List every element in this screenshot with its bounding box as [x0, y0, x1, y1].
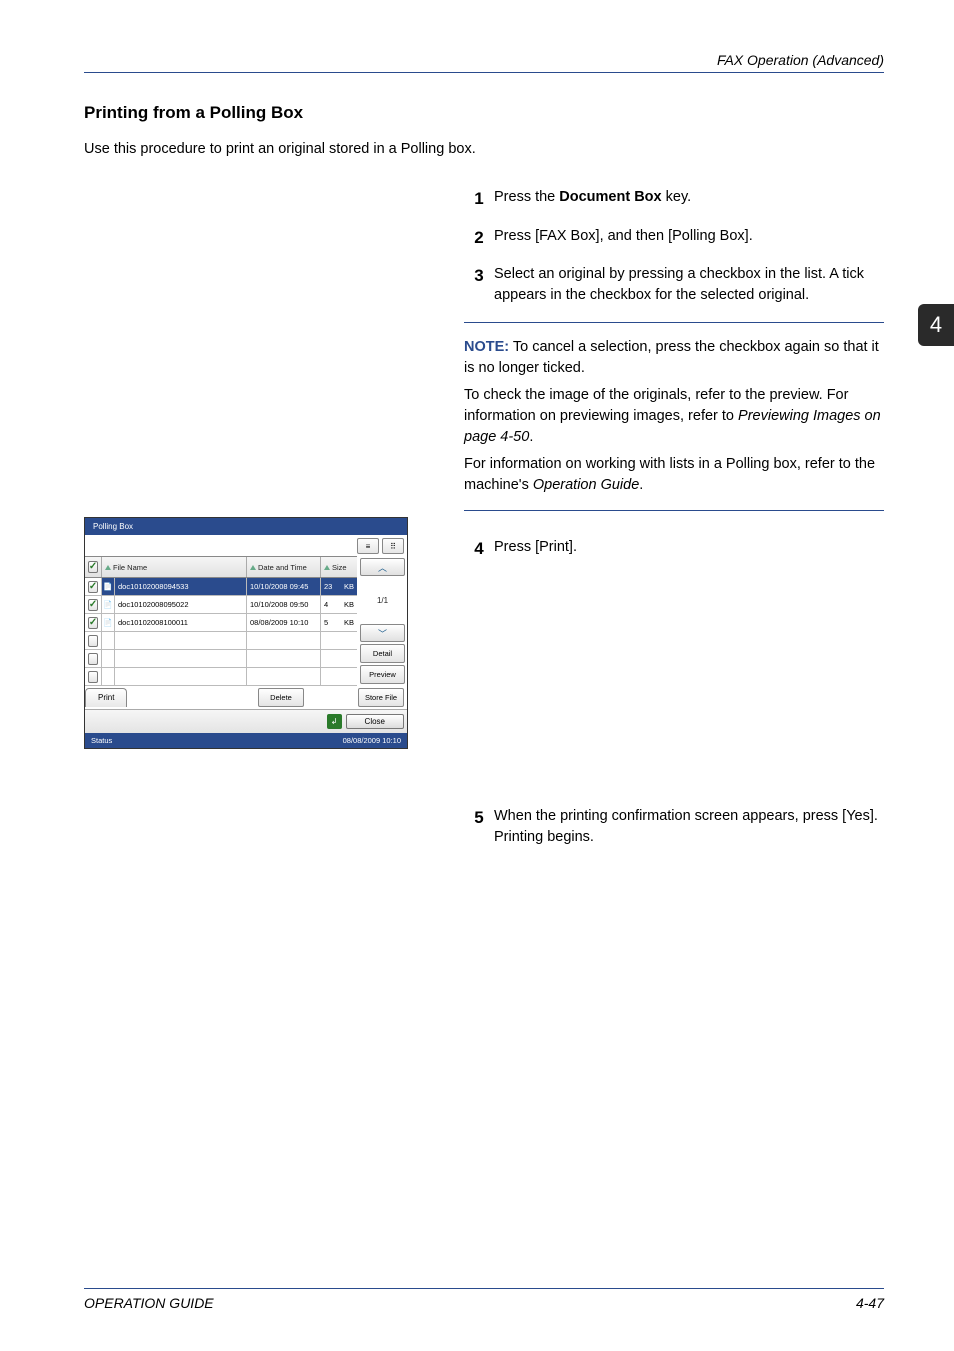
file-name: [115, 650, 247, 667]
col-file-name[interactable]: File Name: [102, 557, 247, 577]
column-headers: File Name Date and Time Size: [85, 556, 357, 578]
file-date: [247, 650, 321, 667]
checkbox-icon: [88, 617, 98, 629]
file-name: [115, 632, 247, 649]
step-number: 2: [464, 226, 494, 251]
footer-guide: OPERATION GUIDE: [84, 1295, 214, 1311]
row-checkbox[interactable]: [85, 578, 102, 595]
table-row[interactable]: [85, 632, 357, 650]
file-size: 4KB: [321, 596, 357, 613]
file-size: 5KB: [321, 614, 357, 631]
intro-text: Use this procedure to print an original …: [84, 141, 884, 157]
file-date: 10/10/2008 09:45: [247, 578, 321, 595]
select-all-header[interactable]: [85, 557, 102, 577]
file-name: doc10102008095022: [115, 596, 247, 613]
step-2: 2 Press [FAX Box], and then [Polling Box…: [464, 226, 884, 251]
step-3: 3 Select an original by pressing a check…: [464, 264, 884, 306]
status-label: Status: [91, 736, 112, 745]
file-date: [247, 632, 321, 649]
file-icon: [102, 668, 115, 685]
footer-page: 4-47: [856, 1295, 884, 1311]
checkbox-icon: [88, 561, 98, 573]
enter-icon[interactable]: ↲: [327, 714, 342, 729]
table-row[interactable]: [85, 668, 357, 686]
header-section: FAX Operation (Advanced): [84, 52, 884, 73]
polling-box-screenshot: Polling Box ≡ ⠿ File Name Date and Time: [84, 517, 408, 749]
row-checkbox[interactable]: [85, 614, 102, 631]
checkbox-icon: [88, 671, 98, 683]
table-row[interactable]: 📄doc1010200809453310/10/2008 09:4523KB: [85, 578, 357, 596]
row-checkbox[interactable]: [85, 668, 102, 685]
step-5: 5 When the printing confirmation screen …: [464, 806, 884, 848]
delete-button[interactable]: Delete: [258, 688, 304, 707]
checkbox-icon: [88, 581, 98, 593]
step-1: 1 Press the Document Box key.: [464, 187, 884, 212]
scroll-up-button[interactable]: ︿: [360, 558, 405, 576]
checkbox-icon: [88, 653, 98, 665]
file-date: 10/10/2008 09:50: [247, 596, 321, 613]
step-4: 4 Press [Print].: [464, 537, 884, 562]
file-size: [321, 632, 357, 649]
preview-button[interactable]: Preview: [360, 665, 405, 684]
file-icon: 📄: [102, 614, 115, 631]
checkbox-icon: [88, 599, 98, 611]
note-label: NOTE:: [464, 339, 509, 355]
row-checkbox[interactable]: [85, 596, 102, 613]
table-row[interactable]: [85, 650, 357, 668]
table-row[interactable]: 📄doc1010200809502210/10/2008 09:504KB: [85, 596, 357, 614]
step-text: Press [FAX Box], and then [Polling Box].: [494, 226, 884, 251]
row-checkbox[interactable]: [85, 632, 102, 649]
list-view-icon[interactable]: ≡: [357, 538, 379, 554]
scroll-down-button[interactable]: ﹀: [360, 624, 405, 642]
step-number: 4: [464, 537, 494, 562]
file-date: [247, 668, 321, 685]
checkbox-icon: [88, 635, 98, 647]
print-button[interactable]: Print: [85, 688, 127, 707]
file-icon: [102, 632, 115, 649]
col-date-time[interactable]: Date and Time: [247, 557, 321, 577]
step-number: 3: [464, 264, 494, 306]
file-list: File Name Date and Time Size 📄doc1010200…: [85, 556, 357, 686]
step-number: 1: [464, 187, 494, 212]
file-icon: 📄: [102, 596, 115, 613]
step-text: Select an original by pressing a checkbo…: [494, 264, 884, 306]
col-size[interactable]: Size: [321, 557, 357, 577]
status-datetime: 08/08/2009 10:10: [343, 736, 401, 745]
step-text: Press the Document Box key.: [494, 187, 884, 212]
note-box: NOTE: To cancel a selection, press the c…: [464, 322, 884, 511]
detail-button[interactable]: Detail: [360, 644, 405, 663]
file-icon: 📄: [102, 578, 115, 595]
file-date: 08/08/2009 10:10: [247, 614, 321, 631]
file-size: [321, 668, 357, 685]
file-name: doc10102008094533: [115, 578, 247, 595]
file-size: 23KB: [321, 578, 357, 595]
table-row[interactable]: 📄doc1010200810001108/08/2009 10:105KB: [85, 614, 357, 632]
close-button[interactable]: Close: [346, 714, 404, 729]
page-title: Printing from a Polling Box: [84, 103, 884, 123]
file-name: doc10102008100011: [115, 614, 247, 631]
file-size: [321, 650, 357, 667]
chapter-tab: 4: [918, 304, 954, 346]
page-indicator: 1/1: [360, 578, 405, 622]
file-icon: [102, 650, 115, 667]
step-text: When the printing confirmation screen ap…: [494, 806, 884, 848]
row-checkbox[interactable]: [85, 650, 102, 667]
step-number: 5: [464, 806, 494, 848]
polling-box-title: Polling Box: [85, 518, 407, 535]
file-name: [115, 668, 247, 685]
store-file-button[interactable]: Store File: [358, 688, 404, 707]
step-text: Press [Print].: [494, 537, 884, 562]
grid-view-icon[interactable]: ⠿: [382, 538, 404, 554]
